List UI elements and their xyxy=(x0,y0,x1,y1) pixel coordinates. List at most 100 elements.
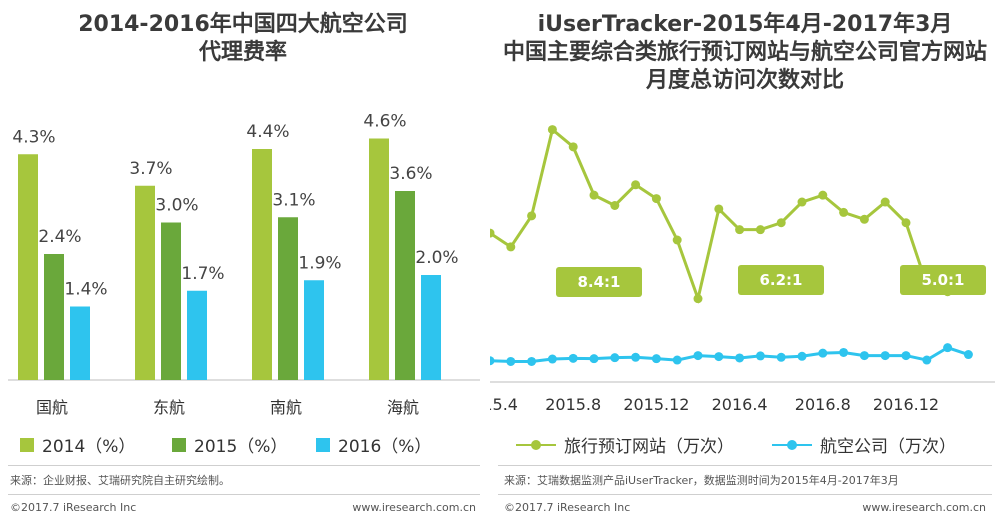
data-point xyxy=(506,356,516,366)
data-point xyxy=(776,218,786,228)
bar-data-label: 3.7% xyxy=(129,159,172,179)
legend-item-air: 航空公司（万次） xyxy=(772,432,956,457)
x-tick-label: 2015.12 xyxy=(623,395,689,414)
data-point xyxy=(839,207,849,217)
data-point xyxy=(735,225,745,235)
data-point xyxy=(735,353,745,363)
bar-category-label: 东航 xyxy=(153,398,185,417)
bar-data-label: 1.7% xyxy=(181,264,224,284)
x-tick-label: 2015.4 xyxy=(490,395,518,414)
data-point xyxy=(506,242,516,252)
bar xyxy=(161,222,181,380)
legend-label-2016: 2016（%） xyxy=(338,437,432,457)
data-point xyxy=(568,353,578,363)
bar xyxy=(44,254,64,380)
x-tick-label: 2016.4 xyxy=(712,395,768,414)
data-point xyxy=(693,294,703,304)
data-point xyxy=(589,190,599,200)
left-source-note: 来源：企业财报、艾瑞研究院自主研究绘制。 xyxy=(10,474,230,487)
bar xyxy=(421,275,441,380)
bar xyxy=(135,185,155,380)
legend-swatch-2014 xyxy=(20,437,34,452)
legend-item-2014: 2014（%） xyxy=(20,432,135,457)
left-chart-title-line2: 代理费率 xyxy=(198,40,287,65)
legend-label-air: 航空公司（万次） xyxy=(820,437,956,457)
data-point xyxy=(714,204,724,214)
data-point xyxy=(672,355,682,365)
right-footer-divider xyxy=(498,494,992,495)
bar xyxy=(278,217,298,380)
data-point xyxy=(755,225,765,235)
data-point xyxy=(797,197,807,207)
left-footer-divider xyxy=(8,494,480,495)
legend-item-travel: 旅行预订网站（万次） xyxy=(516,432,734,457)
ratio-badge-2016: 6.2:1 xyxy=(738,265,824,295)
bar-data-label: 3.1% xyxy=(272,190,315,210)
bar xyxy=(187,290,207,380)
data-point xyxy=(963,350,973,360)
data-point xyxy=(693,351,703,361)
bar-data-label: 1.9% xyxy=(298,253,341,273)
x-tick-label: 2016.12 xyxy=(873,395,939,414)
bar-category-label: 南航 xyxy=(270,398,302,417)
x-tick-label: 2015.8 xyxy=(545,395,601,414)
data-point xyxy=(651,354,661,364)
bar xyxy=(304,280,324,380)
data-point xyxy=(880,351,890,361)
data-point xyxy=(839,347,849,357)
bar-data-label: 3.0% xyxy=(155,196,198,216)
data-point xyxy=(901,351,911,361)
left-footer-copyright: ©2017.7 iResearch Inc xyxy=(10,501,137,514)
legend-label-2014: 2014（%） xyxy=(42,437,136,457)
right-panel: iUserTracker-2015年4月-2017年3月 中国主要综合类旅行预订… xyxy=(490,0,1000,519)
bar-chart: 4.3% 2.4% 1.4% 国航 3.7% 3.0% 1.7% 东航 4.4% 3.1% 1.9%… xyxy=(8,112,480,417)
bar-category-label: 国航 xyxy=(36,398,68,417)
bar-data-label: 2.4% xyxy=(38,227,81,247)
data-point xyxy=(922,355,932,365)
legend-label-travel: 旅行预订网站（万次） xyxy=(564,437,734,457)
bar xyxy=(252,149,272,380)
left-footer-website: www.iresearch.com.cn xyxy=(352,501,476,514)
data-point xyxy=(527,356,537,366)
line-chart: 2015.4 2015.8 2015.12 2016.4 2016.8 2016.12 xyxy=(490,125,995,414)
bar xyxy=(70,306,90,380)
data-point xyxy=(818,190,828,200)
data-point xyxy=(490,228,495,238)
legend-swatch-2016 xyxy=(316,437,330,452)
bar-data-label: 3.6% xyxy=(389,164,432,184)
bar-data-label: 4.4% xyxy=(246,122,289,142)
data-point xyxy=(880,197,890,207)
data-point xyxy=(547,354,557,364)
series-line xyxy=(490,346,969,363)
bar-data-label: 4.3% xyxy=(12,127,55,147)
bar xyxy=(18,154,38,380)
data-point xyxy=(610,201,620,210)
data-point xyxy=(755,351,765,361)
legend-swatch-2015 xyxy=(172,437,186,452)
bar xyxy=(369,138,389,380)
left-chart-title-line1: 2014-2016年中国四大航空公司 xyxy=(78,12,408,37)
data-point xyxy=(610,353,620,363)
legend-swatch-air xyxy=(772,438,812,452)
right-chart-title-line1: iUserTracker-2015年4月-2017年3月 xyxy=(537,12,953,37)
x-tick-label: 2016.8 xyxy=(795,395,851,414)
legend-swatch-travel xyxy=(516,438,556,452)
data-point xyxy=(818,348,828,358)
data-point xyxy=(714,352,724,362)
data-point xyxy=(943,343,953,353)
data-point xyxy=(797,351,807,361)
left-panel: 2014-2016年中国四大航空公司 代理费率 4.3% 2.4% 1.4% 国航 3.… xyxy=(0,0,486,519)
data-point xyxy=(651,194,661,204)
data-point xyxy=(631,352,641,362)
legend-item-2016: 2016（%） xyxy=(316,432,431,457)
bar xyxy=(395,191,415,380)
data-point xyxy=(568,142,578,152)
data-point xyxy=(776,352,786,362)
data-point xyxy=(527,211,537,221)
ratio-badge-2015: 8.4:1 xyxy=(556,267,642,297)
data-point xyxy=(859,351,869,361)
right-footer-website: www.iresearch.com.cn xyxy=(862,501,986,514)
right-chart-title-line2: 中国主要综合类旅行预订网站与航空公司官方网站 xyxy=(502,40,987,65)
data-point xyxy=(901,218,911,228)
bar-data-label: 1.4% xyxy=(64,280,107,300)
